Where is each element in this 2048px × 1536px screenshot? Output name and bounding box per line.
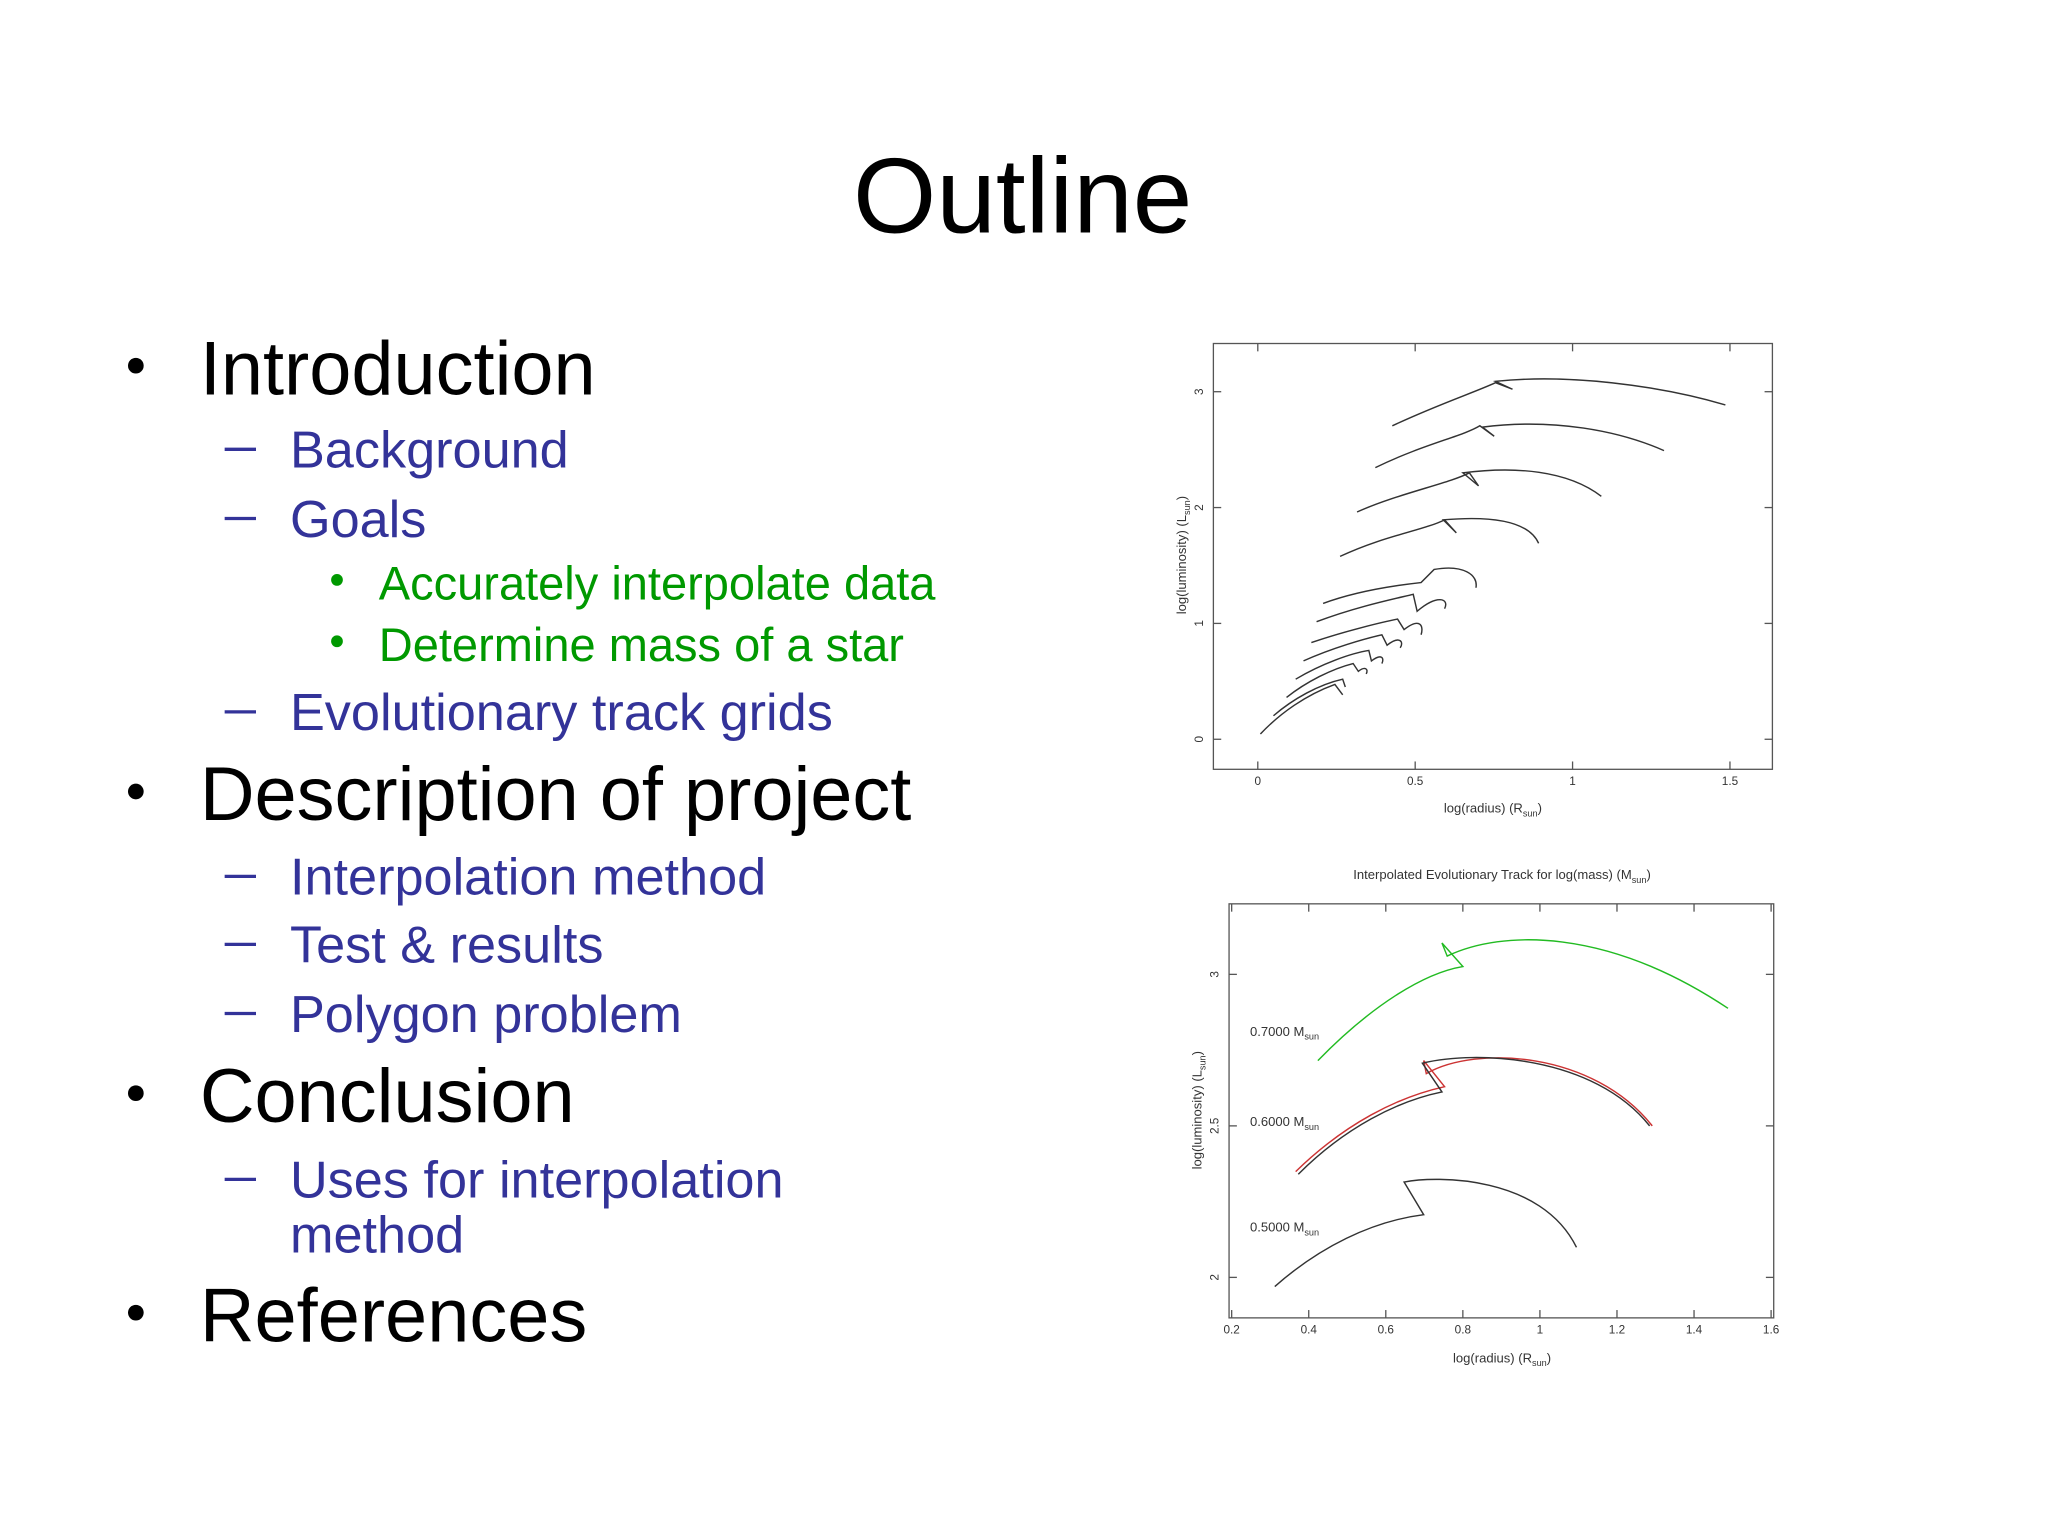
- x-tick-label: 0.6: [1378, 1324, 1395, 1337]
- y-tick-label: 1: [1193, 620, 1206, 627]
- x-tick-label: 1.5: [1722, 775, 1739, 788]
- x-axis-label: log(radius) (Rsun): [1453, 1350, 1551, 1368]
- x-tick-label: 0: [1255, 775, 1262, 788]
- outline-subitem: Goals: [290, 491, 426, 549]
- outline-subitem: Evolutionary track grids: [290, 684, 833, 742]
- outline-subitem: Test & results: [290, 917, 604, 975]
- track: [1274, 1178, 1578, 1288]
- track: [1311, 618, 1423, 644]
- track: [1295, 1057, 1653, 1173]
- label-subscript: sun: [1304, 1122, 1319, 1132]
- label-subscript: sun: [1523, 808, 1538, 818]
- outline-item: Conclusion: [200, 1054, 575, 1139]
- bullet: [128, 1304, 144, 1321]
- label-text: ): [1174, 496, 1189, 500]
- tracks: [1259, 378, 1726, 735]
- label-text: 0.7000 M: [1250, 1024, 1304, 1039]
- track: [1339, 517, 1540, 558]
- outline-subitem: Interpolation method: [290, 849, 766, 907]
- x-tick-label: 1: [1537, 1324, 1544, 1337]
- y-axis-label: log(luminosity) (Lsun): [1190, 1051, 1208, 1169]
- label-text: 0.5000 M: [1250, 1220, 1304, 1235]
- x-tick-label: 0.5: [1407, 775, 1424, 788]
- track: [1317, 939, 1729, 1062]
- x-tick-label: 1.4: [1686, 1324, 1703, 1337]
- slide-title: Outline: [853, 135, 1192, 255]
- track: [1303, 633, 1403, 662]
- label-text: Interpolated Evolutionary Track for log(…: [1353, 867, 1631, 882]
- label-text: log(radius) (R: [1444, 800, 1523, 815]
- outline-subitem: Polygon problem: [290, 986, 682, 1044]
- bullet: [128, 783, 144, 800]
- outline-subitem: method: [290, 1207, 464, 1265]
- outline-item: References: [200, 1273, 587, 1358]
- track: [1297, 1056, 1651, 1175]
- y-tick-label: 2: [1209, 1274, 1222, 1281]
- label-text: ): [1646, 867, 1650, 882]
- label-text: 0.6000 M: [1250, 1114, 1304, 1129]
- annotation: 0.5000 Msun: [1250, 1220, 1319, 1238]
- track: [1272, 678, 1346, 717]
- label-text: log(luminosity) (L: [1174, 515, 1189, 614]
- track: [1392, 378, 1726, 427]
- y-axis-label: log(luminosity) (Lsun): [1174, 496, 1192, 614]
- plot-frame: [1212, 342, 1774, 770]
- x-axis-label: log(radius) (Rsun): [1444, 800, 1542, 818]
- label-text: ): [1538, 800, 1542, 815]
- outline-subsubitem: Accurately interpolate data: [379, 557, 937, 610]
- bullet: [128, 357, 144, 374]
- track: [1316, 593, 1447, 623]
- x-tick-label: 1: [1569, 775, 1576, 788]
- outline: Introduction Background Goals Accurately…: [128, 326, 936, 1358]
- y-tick-label: 2: [1193, 504, 1206, 511]
- label-subscript: sun: [1532, 1358, 1547, 1368]
- outline-subsubitem: Determine mass of a star: [379, 618, 904, 671]
- label-subscript: sun: [1304, 1032, 1319, 1042]
- label-text: ): [1547, 1350, 1551, 1365]
- x-tick-label: 0.8: [1455, 1324, 1472, 1337]
- x-tick-label: 0.4: [1301, 1324, 1318, 1337]
- outline-item: Description of project: [200, 752, 912, 837]
- outline-item: Introduction: [200, 326, 596, 411]
- x-tick-label: 1.6: [1763, 1324, 1780, 1337]
- label-subscript: sun: [1182, 500, 1192, 515]
- label-text: log(radius) (R: [1453, 1350, 1532, 1365]
- outline-subitem: Background: [290, 422, 569, 480]
- track: [1259, 683, 1344, 735]
- track: [1356, 469, 1602, 513]
- annotation: 0.7000 Msun: [1250, 1024, 1319, 1042]
- track: [1322, 567, 1477, 605]
- figure: log(radius) (Rsun) log(luminosity) (Lsun…: [1174, 342, 1774, 818]
- bullet: [331, 574, 343, 586]
- y-tick-label: 0: [1193, 736, 1206, 743]
- track: [1375, 423, 1665, 469]
- x-tick-label: 0.2: [1224, 1324, 1240, 1337]
- y-tick-label: 3: [1209, 971, 1222, 978]
- label-text: ): [1190, 1051, 1205, 1055]
- x-tick-label: 1.2: [1609, 1324, 1625, 1337]
- outline-subitem: Uses for interpolation: [290, 1152, 784, 1210]
- bullet: [128, 1085, 144, 1102]
- label-subscript: sun: [1632, 875, 1647, 885]
- label-text: log(luminosity) (L: [1190, 1070, 1205, 1169]
- y-tick-label: 3: [1193, 388, 1206, 395]
- label-subscript: sun: [1198, 1055, 1208, 1070]
- y-tick-label: 2.5: [1209, 1117, 1222, 1134]
- label-subscript: sun: [1304, 1228, 1319, 1238]
- bullet: [331, 635, 343, 648]
- figure: Interpolated Evolutionary Track for log(…: [1190, 867, 1780, 1368]
- plot-frame: [1228, 903, 1775, 1319]
- track: [1295, 649, 1384, 680]
- track: [1286, 662, 1368, 699]
- figure-title: Interpolated Evolutionary Track for log(…: [1353, 867, 1651, 885]
- annotation: 0.6000 Msun: [1250, 1114, 1319, 1132]
